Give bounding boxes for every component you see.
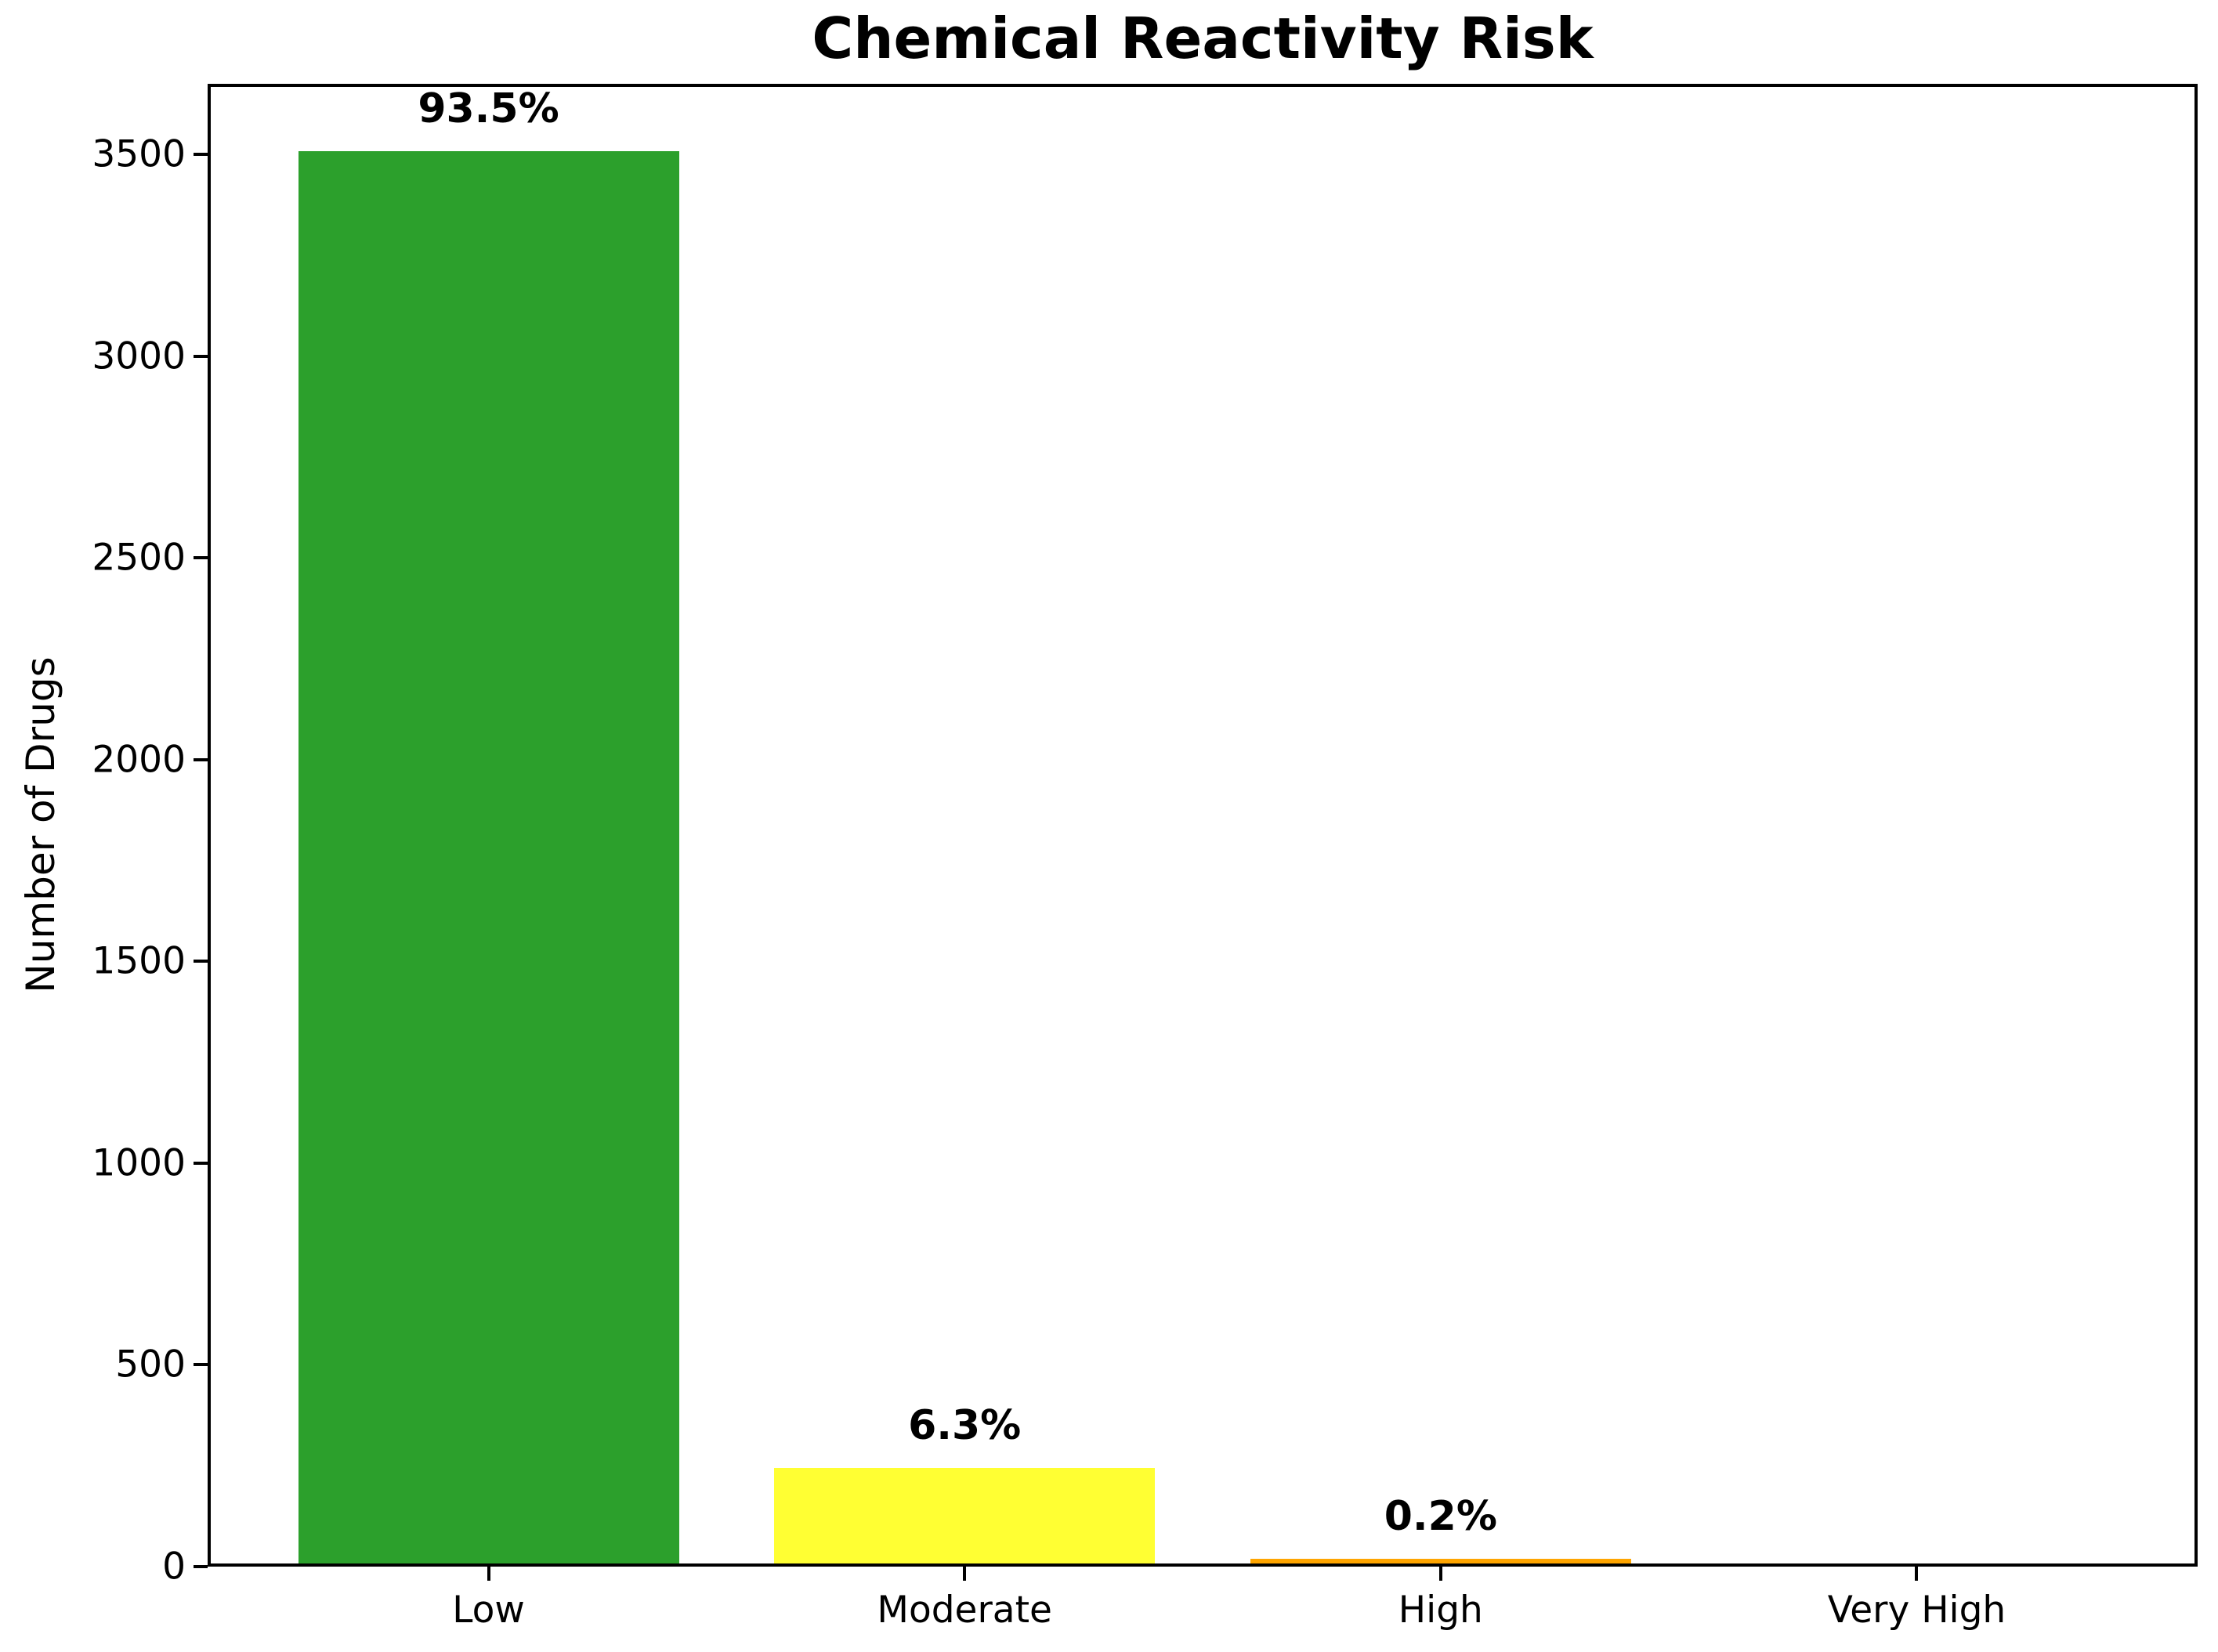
x-tick-label: Low [452,1589,525,1632]
bar-value-label: 93.5% [418,85,559,132]
bar-low [299,151,679,1563]
y-tick-label: 1500 [92,939,186,983]
y-tick-mark [194,354,208,358]
bar-high [1250,1559,1631,1563]
x-tick-mark [1915,1567,1919,1581]
bar-value-label: 6.3% [908,1402,1022,1449]
y-tick-label: 500 [115,1343,186,1386]
y-tick-label: 1000 [92,1141,186,1185]
x-tick-mark [1438,1567,1442,1581]
y-tick-mark [194,1161,208,1165]
y-tick-label: 2000 [92,738,186,782]
y-tick-label: 2500 [92,536,186,580]
y-tick-mark [194,153,208,157]
x-tick-label: Moderate [877,1589,1052,1632]
bar-value-label: 0.2% [1384,1493,1497,1540]
y-tick-mark [194,757,208,761]
y-tick-mark [194,960,208,963]
bar-moderate [774,1468,1155,1563]
y-tick-label: 0 [162,1545,186,1589]
y-tick-mark [194,1565,208,1568]
chart-title: Chemical Reactivity Risk [812,5,1594,71]
x-tick-mark [963,1567,967,1581]
y-tick-label: 3500 [92,132,186,176]
x-tick-label: Very High [1827,1589,2006,1632]
plot-area [208,84,2198,1567]
y-tick-label: 3000 [92,334,186,378]
x-tick-label: High [1398,1589,1483,1632]
x-tick-mark [487,1567,490,1581]
y-tick-mark [194,556,208,560]
y-tick-mark [194,1363,208,1367]
